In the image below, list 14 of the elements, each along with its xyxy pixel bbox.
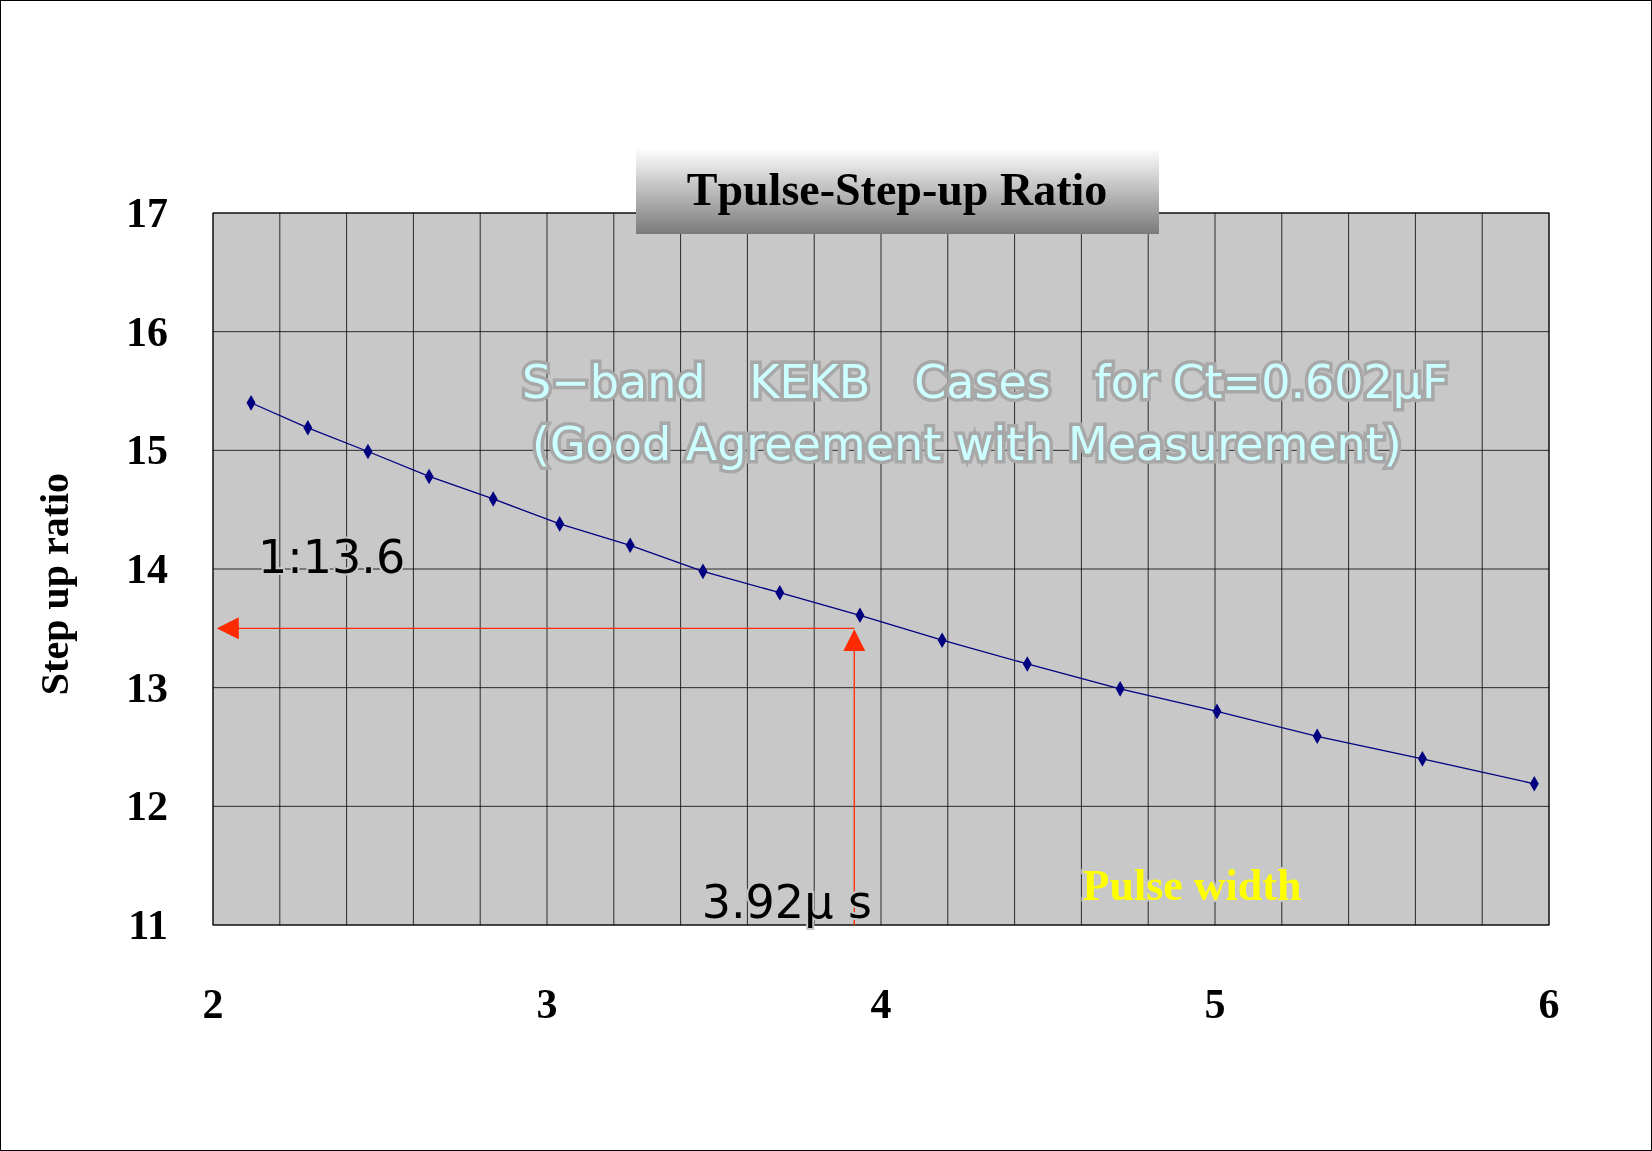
y-tick-label: 14	[126, 546, 168, 592]
x-tick-label: 2	[202, 981, 224, 1027]
y-tick-label: 13	[126, 664, 168, 711]
y-tick-label: 12	[126, 783, 168, 830]
x-tick-label: 3	[536, 981, 558, 1027]
x-tick-label: 6	[1538, 981, 1560, 1027]
x-tick-label: 4	[870, 981, 892, 1027]
y-tick-label: 11	[128, 902, 168, 948]
chart-title: Tpulse-Step-up Ratio	[686, 164, 1108, 215]
y-tick-label: 16	[126, 308, 168, 355]
y-tick-label: 15	[126, 427, 168, 474]
y-axis-title: Step up ratio	[32, 472, 77, 696]
x-tick-label: 5	[1204, 981, 1226, 1027]
y-tick-label: 17	[126, 190, 168, 236]
